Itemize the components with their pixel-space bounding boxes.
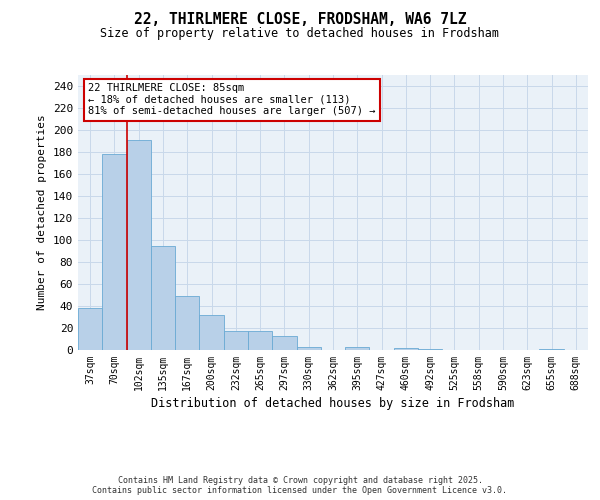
Bar	[418, 349, 442, 350]
Bar	[345, 346, 370, 350]
Bar	[248, 332, 272, 350]
X-axis label: Distribution of detached houses by size in Frodsham: Distribution of detached houses by size …	[151, 397, 515, 410]
Text: Size of property relative to detached houses in Frodsham: Size of property relative to detached ho…	[101, 28, 499, 40]
Bar	[127, 140, 151, 350]
Text: 22, THIRLMERE CLOSE, FRODSHAM, WA6 7LZ: 22, THIRLMERE CLOSE, FRODSHAM, WA6 7LZ	[134, 12, 466, 28]
Bar	[272, 336, 296, 350]
Text: Contains HM Land Registry data © Crown copyright and database right 2025.
Contai: Contains HM Land Registry data © Crown c…	[92, 476, 508, 495]
Y-axis label: Number of detached properties: Number of detached properties	[37, 114, 47, 310]
Bar	[78, 308, 102, 350]
Bar	[224, 332, 248, 350]
Text: 22 THIRLMERE CLOSE: 85sqm
← 18% of detached houses are smaller (113)
81% of semi: 22 THIRLMERE CLOSE: 85sqm ← 18% of detac…	[88, 83, 376, 116]
Bar	[539, 349, 564, 350]
Bar	[394, 348, 418, 350]
Bar	[151, 246, 175, 350]
Bar	[102, 154, 127, 350]
Bar	[296, 346, 321, 350]
Bar	[175, 296, 199, 350]
Bar	[199, 315, 224, 350]
